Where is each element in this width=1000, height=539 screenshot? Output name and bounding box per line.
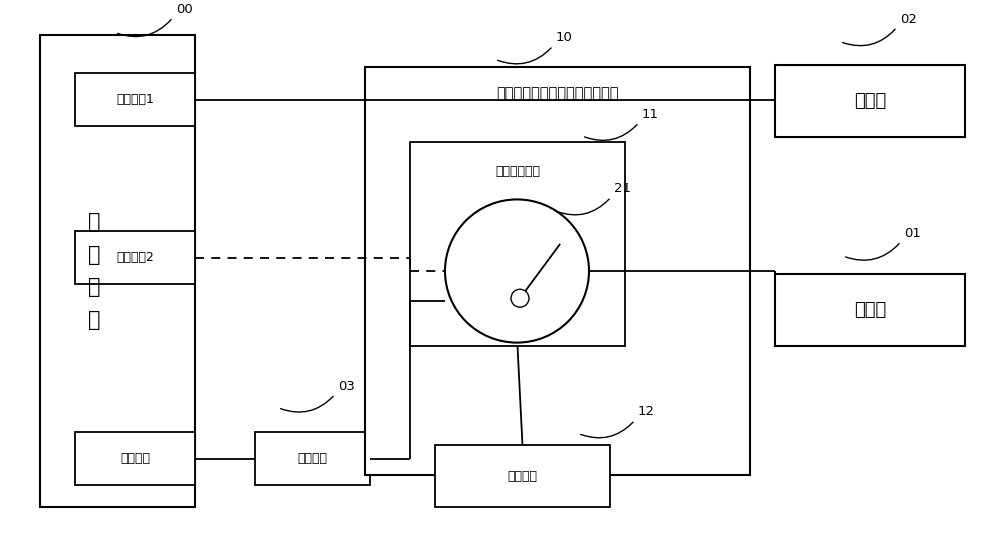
Text: 通路切换单元: 通路切换单元 — [495, 165, 540, 178]
Ellipse shape — [445, 199, 589, 343]
Text: 编
译
码
器: 编 译 码 器 — [88, 212, 100, 330]
Bar — [40, 35, 195, 507]
Text: 输出接口: 输出接口 — [120, 452, 150, 465]
Text: 12: 12 — [638, 405, 655, 418]
Text: 扬声器: 扬声器 — [854, 301, 886, 319]
Text: 输入接口1: 输入接口1 — [116, 93, 154, 106]
Bar — [75, 73, 195, 126]
Text: 控制单元: 控制单元 — [508, 469, 538, 482]
Text: 00: 00 — [176, 3, 193, 16]
Text: 功放单元: 功放单元 — [298, 452, 328, 465]
Text: 03: 03 — [338, 379, 355, 393]
Text: 麦克风: 麦克风 — [854, 92, 886, 110]
Text: 移动终端的麦克风故障处理装置: 移动终端的麦克风故障处理装置 — [496, 87, 619, 102]
Text: 10: 10 — [556, 31, 573, 44]
Bar — [75, 231, 195, 285]
Bar — [435, 445, 610, 507]
Text: 输入接口2: 输入接口2 — [116, 251, 154, 264]
Text: 02: 02 — [900, 12, 917, 25]
Bar — [365, 67, 750, 475]
Ellipse shape — [511, 289, 529, 307]
Bar — [75, 432, 195, 486]
Text: 21: 21 — [614, 182, 631, 196]
Bar — [410, 142, 625, 346]
Bar — [255, 432, 370, 486]
Bar — [775, 274, 965, 346]
Bar — [775, 65, 965, 137]
Text: 01: 01 — [904, 227, 921, 240]
Text: 11: 11 — [642, 108, 659, 121]
